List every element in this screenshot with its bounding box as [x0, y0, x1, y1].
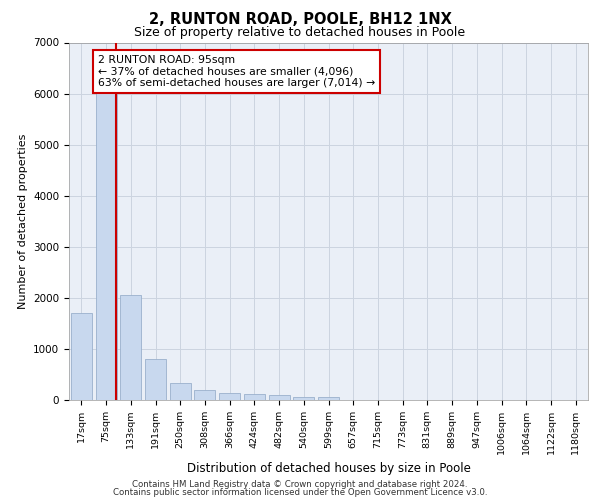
Bar: [71, 313, 92, 400]
Bar: [95, 91, 116, 400]
Bar: [219, 392, 240, 400]
Bar: [120, 296, 141, 400]
Text: Contains public sector information licensed under the Open Government Licence v3: Contains public sector information licen…: [113, 488, 487, 497]
Text: 2 RUNTON ROAD: 95sqm
← 37% of detached houses are smaller (4,096)
63% of semi-de: 2 RUNTON ROAD: 95sqm ← 37% of detached h…: [98, 55, 375, 88]
Bar: [269, 395, 290, 400]
Bar: [170, 382, 191, 400]
Bar: [244, 394, 265, 400]
Text: Contains HM Land Registry data © Crown copyright and database right 2024.: Contains HM Land Registry data © Crown c…: [132, 480, 468, 489]
X-axis label: Distribution of detached houses by size in Poole: Distribution of detached houses by size …: [187, 462, 470, 475]
Text: Size of property relative to detached houses in Poole: Size of property relative to detached ho…: [134, 26, 466, 39]
Bar: [194, 390, 215, 400]
Bar: [145, 359, 166, 400]
Text: 2, RUNTON ROAD, POOLE, BH12 1NX: 2, RUNTON ROAD, POOLE, BH12 1NX: [149, 12, 451, 28]
Bar: [293, 396, 314, 400]
Y-axis label: Number of detached properties: Number of detached properties: [17, 134, 28, 309]
Bar: [318, 398, 339, 400]
